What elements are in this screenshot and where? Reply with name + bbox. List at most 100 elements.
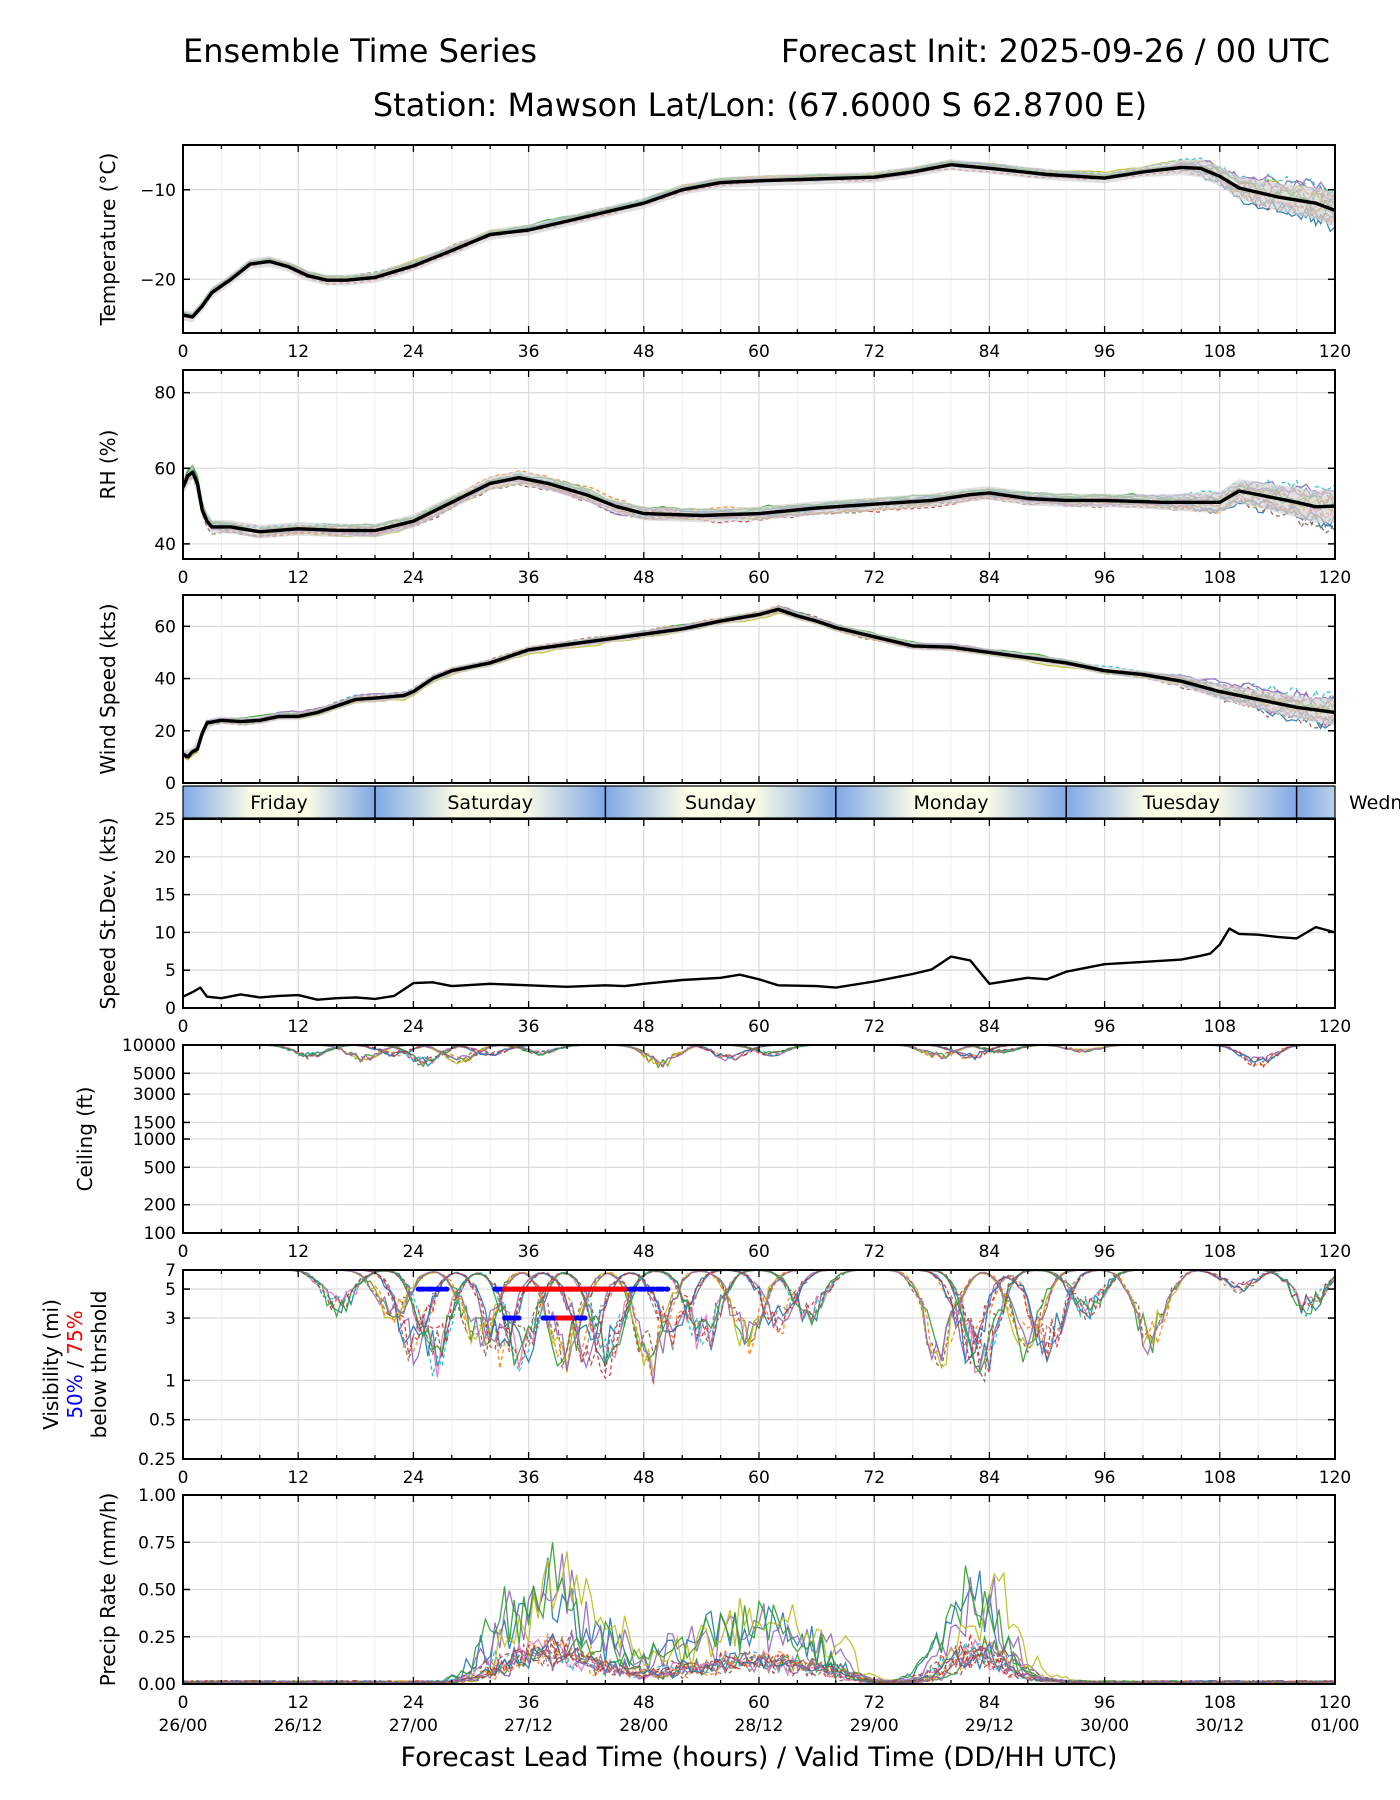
day-segment-fill	[835, 786, 1067, 818]
y-tick-label: 40	[154, 670, 176, 690]
x-tick-label: 48	[633, 568, 655, 588]
x-tick-label: 120	[1319, 1693, 1351, 1713]
mean-line-wind	[183, 607, 1335, 759]
x-tick-label: 96	[1094, 1017, 1116, 1037]
y-tick-label: 3	[165, 1309, 176, 1329]
y-tick-label: 0.75	[138, 1533, 176, 1553]
x-axis-label: Forecast Lead Time (hours) / Valid Time …	[401, 1742, 1118, 1773]
plot-area-wind	[183, 604, 1335, 761]
x-tick-label: 36	[518, 568, 540, 588]
valid-time-label: 29/12	[965, 1716, 1014, 1736]
y-tick-label: 200	[144, 1196, 176, 1216]
y-tick-label: 60	[154, 617, 176, 637]
y-tick-label: 20	[154, 848, 176, 868]
day-segment-fill	[605, 786, 836, 818]
y-tick-label: 0.00	[138, 1675, 176, 1695]
legend-sep: /	[63, 1355, 87, 1374]
y-tick-label: 40	[154, 535, 176, 555]
page-title: Ensemble Time Series	[183, 32, 537, 70]
plot-area-temperature	[183, 157, 1335, 323]
day-segment: Wedn	[1295, 786, 1400, 818]
x-tick-label: 120	[1319, 1017, 1351, 1037]
day-label: Monday	[913, 792, 988, 814]
day-label: Friday	[250, 792, 308, 814]
member-line-visibility	[183, 1270, 1335, 1369]
y-tick-label: 1000	[133, 1130, 176, 1150]
threshold-legend: 50% / 75%	[63, 1310, 87, 1418]
x-tick-label: 60	[748, 568, 770, 588]
x-tick-label: 48	[633, 342, 655, 362]
x-tick-label: 0	[178, 568, 189, 588]
x-tick-label: 108	[1204, 1693, 1236, 1713]
y-tick-label: 80	[154, 384, 176, 404]
x-tick-label: 120	[1319, 342, 1351, 362]
x-tick-label: 84	[979, 1017, 1001, 1037]
x-tick-label: 12	[287, 1242, 309, 1262]
y-tick-label: 0.50	[138, 1581, 176, 1601]
legend-50: 50%	[63, 1374, 87, 1418]
y-tick-label: 15	[154, 886, 176, 906]
x-tick-label: 60	[748, 342, 770, 362]
x-tick-label: 0	[178, 1242, 189, 1262]
day-segment: Friday	[183, 786, 375, 818]
x-tick-label: 24	[403, 342, 425, 362]
x-tick-label: 108	[1204, 1468, 1236, 1488]
panel-visibility: 0.25 0.5 1 3 57 0 12 24 36 48 60 72 84 96 108 120 Visibi…	[39, 1261, 1351, 1488]
x-tick-label: 60	[748, 1242, 770, 1262]
day-label: Tuesday	[1142, 792, 1220, 814]
x-tick-label: 48	[633, 1242, 655, 1262]
x-tick-label: 0	[178, 342, 189, 362]
x-tick-label: 0	[178, 1017, 189, 1037]
mean-line-rh	[183, 470, 1335, 534]
x-tick-label: 96	[1094, 1468, 1116, 1488]
x-tick-label: 36	[518, 1693, 540, 1713]
panel-temperature: −20 −10 0 12 24 36 48 60 72 84 96 108 120 Temperature…	[96, 144, 1351, 362]
day-segment: Sunday	[604, 786, 836, 818]
y-tick-label: 7	[165, 1261, 176, 1281]
y-tick-label: −10	[140, 181, 176, 201]
day-segment-fill	[183, 786, 375, 818]
member-line-ceiling	[183, 1045, 1335, 1068]
x-tick-label: 108	[1204, 1242, 1236, 1262]
member-line-visibility	[183, 1270, 1335, 1386]
x-tick-label: 48	[633, 1017, 655, 1037]
x-tick-label: 0	[178, 1468, 189, 1488]
plot-area-rh	[183, 464, 1335, 539]
y-tick-label: 60	[154, 459, 176, 479]
x-tick-label: 12	[287, 1468, 309, 1488]
y-axis-label: RH (%)	[96, 430, 120, 500]
panel-wind: 0 20 40 60 Wind Speed (kts)	[96, 594, 1336, 794]
y-tick-label: 0	[165, 999, 176, 1019]
y-tick-label: 100	[144, 1224, 176, 1244]
x-tick-label: 24	[403, 1693, 425, 1713]
x-tick-label: 36	[518, 1468, 540, 1488]
x-tick-label: 120	[1319, 568, 1351, 588]
x-tick-label: 108	[1204, 342, 1236, 362]
x-tick-label: 12	[287, 1017, 309, 1037]
x-tick-label: 36	[518, 1242, 540, 1262]
y-axis-label: Visibility (mi)	[39, 1299, 63, 1430]
x-tick-label: 84	[979, 1242, 1001, 1262]
x-tick-label: 12	[287, 342, 309, 362]
day-label: Wedn	[1349, 792, 1400, 814]
day-segment: Tuesday	[1065, 786, 1297, 818]
y-tick-label: 0.25	[138, 1628, 176, 1648]
y-tick-label: 1500	[133, 1113, 176, 1133]
forecast-init: Forecast Init: 2025-09-26 / 00 UTC	[780, 32, 1330, 70]
valid-time-label: 28/00	[619, 1716, 668, 1736]
y-axis-label: Precip Rate (mm/h)	[96, 1493, 120, 1687]
y-tick-label: 25	[154, 810, 176, 830]
panel-precip: 0.00 0.25 0.50 0.75 1.00 0 12 24 36 48 60 72 84 96 108…	[96, 1486, 1360, 1736]
member-line-ceiling	[183, 1045, 1335, 1066]
y-tick-label: 3000	[133, 1085, 176, 1105]
x-tick-label: 72	[863, 1017, 885, 1037]
day-segment: Saturday	[374, 786, 606, 818]
valid-time-label: 29/00	[850, 1716, 899, 1736]
y-tick-label: 5000	[133, 1064, 176, 1084]
mean-line-temperature	[183, 163, 1335, 319]
x-tick-label: 36	[518, 342, 540, 362]
x-tick-label: 12	[287, 568, 309, 588]
x-tick-label: 60	[748, 1017, 770, 1037]
x-tick-label: 96	[1094, 1693, 1116, 1713]
valid-time-label: 26/12	[274, 1716, 323, 1736]
